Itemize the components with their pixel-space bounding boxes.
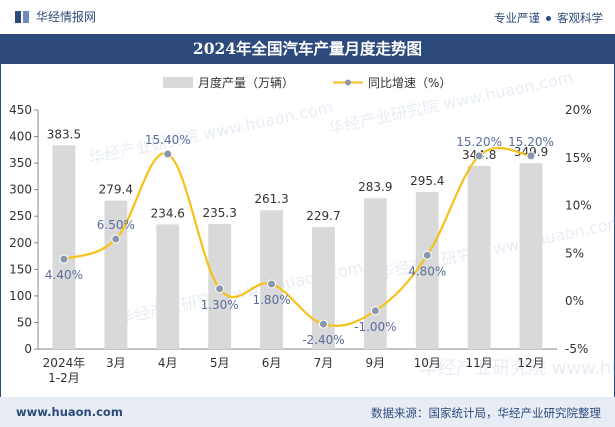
watermark-text-5: 华经产业研究院 www.huaon.com xyxy=(420,358,615,379)
bar xyxy=(415,192,439,349)
growth-point xyxy=(163,149,173,159)
x-tick-label: 6月 xyxy=(262,356,282,370)
growth-value-label: 4.40% xyxy=(45,268,83,282)
legend-line-label: 同比增速（%） xyxy=(368,76,451,90)
y-left-tick-label: 200 xyxy=(9,236,32,250)
y-left-tick-label: 100 xyxy=(9,289,32,303)
growth-value-label: 15.20% xyxy=(508,135,554,149)
y-right-tick-label: 5% xyxy=(565,246,584,260)
brand-mark-icon xyxy=(15,10,29,23)
x-tick-label: 1-2月 xyxy=(48,371,80,385)
x-tick-label: 12月 xyxy=(517,356,544,370)
bar xyxy=(156,224,180,349)
growth-value-label: 1.80% xyxy=(252,293,290,307)
y-right-tick-label: 20% xyxy=(565,103,592,117)
y-left-tick-label: 350 xyxy=(9,156,32,170)
bar xyxy=(104,200,128,349)
x-tick-label: 11月 xyxy=(466,356,493,370)
bar-value-label: 279.4 xyxy=(99,183,133,197)
slogan-dot-icon xyxy=(546,15,551,21)
growth-value-label: 4.80% xyxy=(408,264,446,278)
y-right-tick-label: -5% xyxy=(565,342,588,356)
footer: www.huaon.com 数据来源：国家统计局，华经产业研究院整理 xyxy=(0,397,615,427)
slogan-right: 客观科学 xyxy=(557,11,603,25)
brand-logo: 华经情报网 xyxy=(14,8,96,25)
legend-bar-swatch xyxy=(163,77,193,88)
legend-bar-label: 月度产量（万辆） xyxy=(198,75,294,90)
growth-value-label: -1.00% xyxy=(354,320,396,334)
plot: 0 50 100 150 200 250 300 350 400 450 -5% 0% 5% 10% 15%… xyxy=(9,103,592,385)
y-left-tick-label: 250 xyxy=(9,209,32,223)
bar-value-label: 261.3 xyxy=(254,192,288,206)
growth-point xyxy=(318,319,328,329)
chart-title: 2024年全国汽车产量月度走势图 xyxy=(192,39,423,58)
bar-value-label: 229.7 xyxy=(306,209,340,223)
growth-point xyxy=(474,151,484,161)
growth-point xyxy=(526,151,536,161)
title-bar: 2024年全国汽车产量月度走势图 xyxy=(0,34,615,64)
x-tick-label: 5月 xyxy=(210,356,230,370)
bar-value-label: 234.6 xyxy=(151,206,185,220)
growth-value-label: 6.50% xyxy=(97,218,135,232)
y-left-tick-label: 400 xyxy=(9,130,32,144)
bar xyxy=(52,145,76,349)
brand-name: 华经情报网 xyxy=(36,10,97,24)
growth-value-label: 1.30% xyxy=(201,298,239,312)
y-left-tick-label: 150 xyxy=(9,262,32,276)
bar xyxy=(312,227,335,349)
x-tick-label: 2024年 xyxy=(43,356,86,370)
growth-point xyxy=(422,250,432,260)
chart-area: 月度产量（万辆） 同比增速（%） 华经产业研究院 www.huaon.com 华… xyxy=(9,68,615,385)
legend: 月度产量（万辆） 同比增速（%） xyxy=(163,75,451,90)
growth-point xyxy=(111,234,121,244)
x-tick-label: 9月 xyxy=(366,356,386,370)
growth-point xyxy=(215,284,225,294)
bar-value-label: 283.9 xyxy=(358,180,392,194)
bar-value-label: 295.4 xyxy=(410,174,444,188)
footer-website: www.huaon.com xyxy=(16,405,123,419)
legend-line-marker xyxy=(345,79,351,86)
watermark-text-1: 华经产业研究院 www.huaon.com xyxy=(87,98,335,168)
growth-point xyxy=(370,306,380,316)
y-right-tick-label: 15% xyxy=(565,151,592,165)
bar xyxy=(363,198,387,349)
bar-value-label: 235.3 xyxy=(202,206,236,220)
y-left-tick-label: 300 xyxy=(9,183,32,197)
growth-point xyxy=(59,254,69,264)
growth-value-label: -2.40% xyxy=(302,333,344,347)
footer-source: 数据来源：国家统计局，华经产业研究院整理 xyxy=(371,406,601,420)
bar xyxy=(467,165,491,349)
x-tick-label: 10月 xyxy=(414,356,441,370)
slogan-left: 专业严谨 xyxy=(494,11,540,25)
y-left-tick-label: 50 xyxy=(17,315,32,329)
top-bar: 华经情报网 专业严谨 客观科学 xyxy=(0,0,615,34)
y-left-tick-label: 450 xyxy=(9,103,32,117)
x-tick-label: 7月 xyxy=(314,356,334,370)
slogan: 专业严谨 客观科学 xyxy=(494,10,603,26)
growth-value-label: 15.40% xyxy=(145,133,191,147)
growth-value-label: 15.20% xyxy=(456,135,502,149)
y-right-tick-label: 0% xyxy=(565,294,584,308)
growth-point xyxy=(267,279,277,289)
y-right-tick-label: 10% xyxy=(565,199,592,213)
y-left-tick-label: 0 xyxy=(24,342,32,356)
bar-value-label: 383.5 xyxy=(47,127,81,141)
x-tick-label: 4月 xyxy=(158,356,178,370)
bar xyxy=(519,163,543,349)
growth-line xyxy=(63,146,532,327)
x-tick-label: 3月 xyxy=(106,356,126,370)
